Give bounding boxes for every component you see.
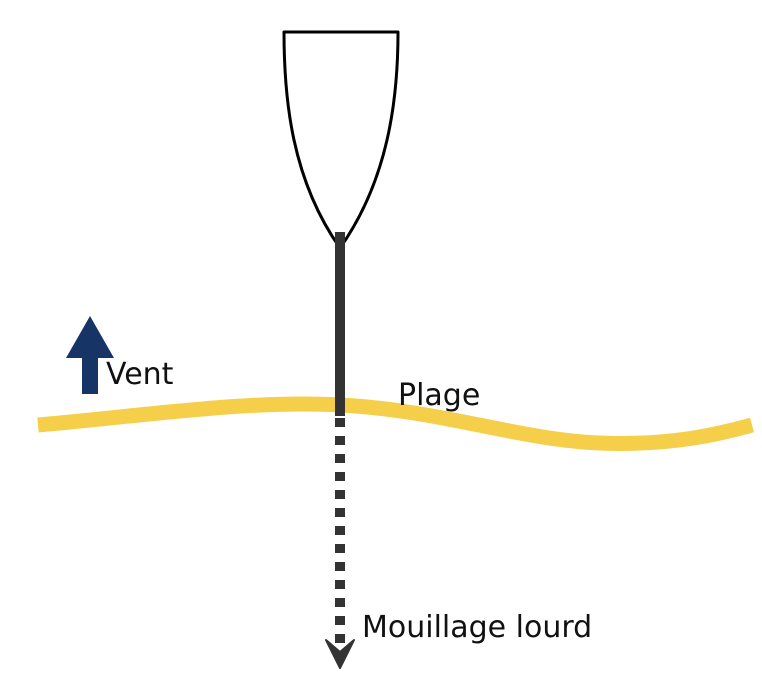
heavy-mooring-label: Mouillage lourd — [362, 610, 592, 645]
wind-label: Vent — [106, 357, 174, 392]
boat-hull — [282, 30, 400, 250]
up-arrow-icon — [66, 316, 114, 394]
down-arrowhead-icon — [325, 639, 355, 669]
beach-label: Plage — [398, 378, 480, 413]
beach-shoreline — [37, 396, 755, 451]
